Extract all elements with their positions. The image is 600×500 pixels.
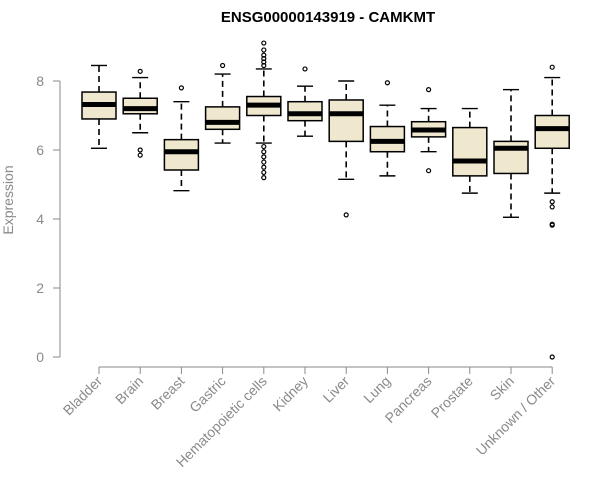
y-tick-label-4: 4 <box>36 211 44 227</box>
x-tick-label-breast: Breast <box>148 373 188 413</box>
box-liver <box>328 80 364 218</box>
x-tick-label-brain: Brain <box>112 373 146 407</box>
outlier-brain-2 <box>137 152 143 158</box>
outlier-hematopoietic-cells-6 <box>261 143 267 150</box>
boxes <box>81 40 570 360</box>
chart-title: ENSG00000143919 - CAMKMT <box>221 9 435 26</box>
iqr-box-gastric <box>204 106 241 131</box>
outlier-unknown-other-1 <box>549 199 555 205</box>
box-prostate <box>452 107 488 194</box>
outlier-hematopoietic-cells-10 <box>261 164 267 170</box>
y-tick-label-2: 2 <box>36 280 44 296</box>
outlier-brain-1 <box>137 147 143 153</box>
box-kidney <box>287 66 323 137</box>
outlier-hematopoietic-cells-12 <box>261 175 267 181</box>
outlier-unknown-other-5 <box>549 354 555 360</box>
outlier-unknown-other-0 <box>549 64 555 70</box>
y-tick-label-6: 6 <box>36 142 44 158</box>
box-skin <box>493 88 529 218</box>
box-hematopoietic-cells <box>246 40 282 181</box>
x-tick-label-liver: Liver <box>320 373 353 406</box>
x-tick-label-lung: Lung <box>360 373 393 406</box>
outlier-liver-0 <box>343 212 349 218</box>
y-axis-label: Expression <box>0 165 16 234</box>
y-tick-label-8: 8 <box>36 73 44 89</box>
iqr-box-prostate <box>452 126 488 177</box>
outlier-hematopoietic-cells-11 <box>261 169 267 176</box>
outlier-unknown-other-2 <box>549 204 555 210</box>
iqr-box-unknown-other <box>534 114 570 150</box>
box-breast <box>163 85 200 192</box>
outlier-breast-0 <box>178 85 184 91</box>
box-brain <box>122 68 158 158</box>
box-unknown-other <box>534 64 570 360</box>
iqr-box-breast <box>163 138 200 171</box>
outlier-hematopoietic-cells-5 <box>261 62 267 69</box>
iqr-box-liver <box>328 99 364 143</box>
outlier-gastric-0 <box>220 62 226 69</box>
outlier-pancreas-0 <box>426 87 432 93</box>
outlier-unknown-other-4 <box>549 222 555 228</box>
iqr-box-brain <box>122 97 158 115</box>
outlier-hematopoietic-cells-7 <box>261 149 267 155</box>
iqr-box-kidney <box>287 100 323 122</box>
x-tick-label-bladder: Bladder <box>60 373 106 419</box>
outlier-hematopoietic-cells-0 <box>261 40 267 46</box>
x-tick-label-kidney: Kidney <box>270 373 312 415</box>
outlier-hematopoietic-cells-9 <box>261 159 267 165</box>
box-lung <box>369 80 406 177</box>
x-tick-label-skin: Skin <box>487 373 518 404</box>
box-gastric <box>204 62 241 144</box>
outlier-brain-0 <box>137 68 143 74</box>
x-tick-label-prostate: Prostate <box>428 373 476 421</box>
box-pancreas <box>410 87 447 174</box>
outlier-hematopoietic-cells-8 <box>261 154 267 160</box>
outlier-pancreas-1 <box>426 168 432 174</box>
outlier-lung-0 <box>384 80 390 86</box>
y-tick-label-0: 0 <box>36 349 44 365</box>
box-bladder <box>81 64 117 149</box>
outlier-kidney-0 <box>302 66 308 72</box>
outlier-hematopoietic-cells-1 <box>261 47 267 53</box>
